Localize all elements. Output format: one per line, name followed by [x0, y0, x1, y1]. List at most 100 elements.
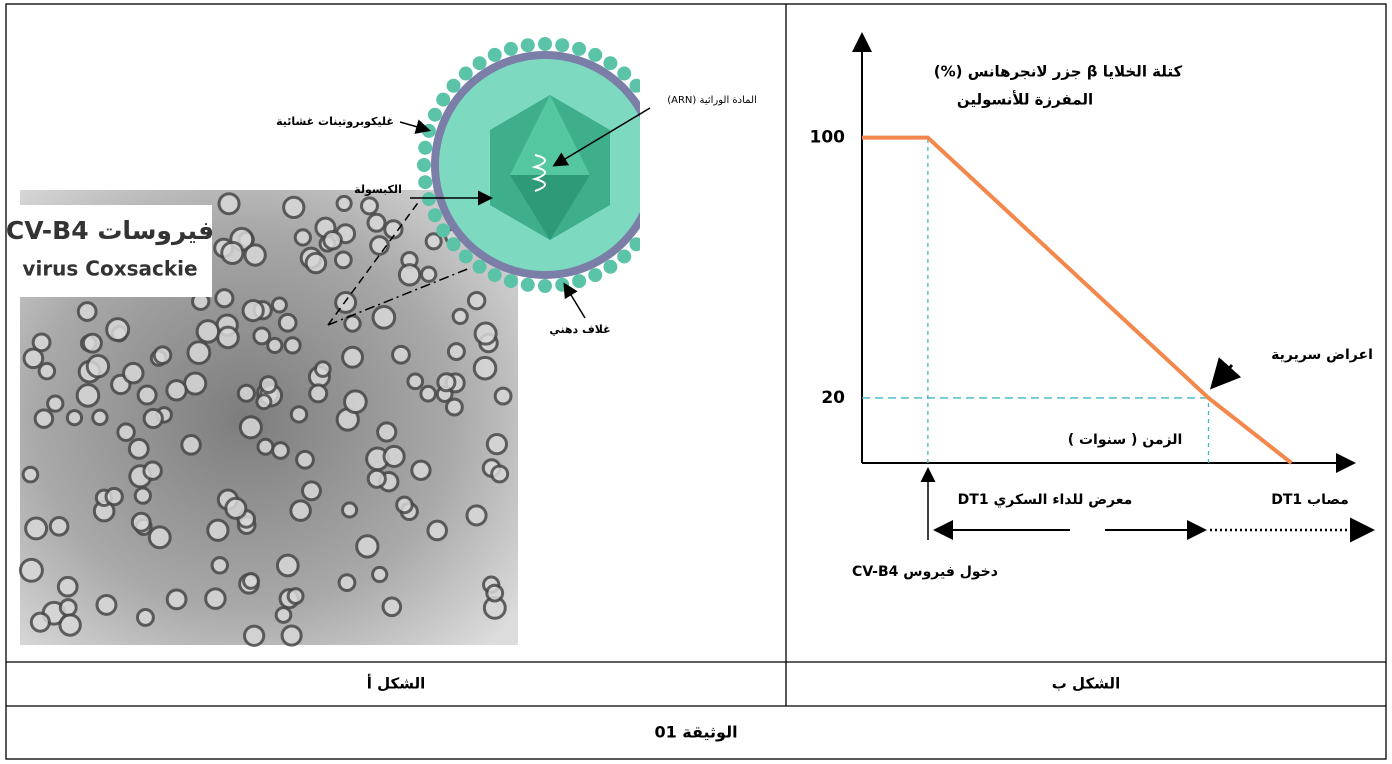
particle — [195, 319, 221, 344]
particle — [485, 433, 509, 456]
bead — [421, 192, 436, 207]
particle — [18, 557, 44, 583]
bead — [458, 249, 473, 264]
particle — [293, 228, 312, 247]
particle — [424, 232, 443, 251]
bead — [648, 108, 662, 122]
particle — [136, 384, 158, 406]
bead — [421, 123, 436, 138]
particle — [289, 405, 309, 424]
bead — [658, 141, 672, 155]
particle — [81, 332, 103, 354]
bead — [555, 38, 570, 53]
particle — [473, 321, 498, 346]
particle — [65, 409, 84, 427]
particle — [255, 393, 273, 411]
bead — [572, 41, 587, 56]
phase-ill: مصاب DT1 — [1271, 492, 1349, 508]
x-axis-label: الزمن ( سنوات ) — [1068, 432, 1183, 448]
virus-diagram — [417, 37, 673, 293]
bead — [588, 47, 603, 62]
particle — [135, 607, 155, 627]
particle — [85, 354, 111, 379]
bead — [446, 78, 461, 93]
caption: الشكل أ — [367, 674, 426, 693]
label-capsid: الكبسولة — [354, 183, 402, 196]
particle — [337, 573, 357, 593]
particle — [304, 251, 328, 275]
particle — [46, 394, 65, 413]
particle — [366, 468, 387, 489]
label-glycoproteins: غليكوبروتينات غشائية — [276, 115, 394, 128]
title-box — [12, 205, 212, 297]
annotation-arrow — [1209, 357, 1242, 390]
particle — [406, 372, 425, 391]
y-axis-label: كتلة الخلايا β جزر لانجرهانس (%) — [934, 63, 1183, 81]
particle — [91, 408, 109, 427]
virus-subtitle: virus Coxsackie — [22, 257, 197, 281]
particle — [242, 624, 266, 647]
bead — [639, 228, 640, 233]
bead — [617, 249, 632, 264]
particle — [341, 345, 365, 369]
particle — [283, 336, 302, 355]
particle — [238, 415, 263, 440]
annotation: اعراض سريرية — [1271, 347, 1373, 363]
particle — [206, 518, 230, 542]
particle — [142, 407, 164, 430]
particle — [436, 372, 457, 393]
particle — [446, 342, 466, 362]
bead — [588, 268, 603, 283]
particle — [236, 383, 256, 403]
particle — [142, 460, 163, 481]
particle — [133, 486, 152, 505]
particle — [241, 298, 265, 323]
particle — [308, 383, 329, 404]
particle — [95, 593, 118, 616]
bead — [603, 56, 618, 71]
particle — [76, 301, 98, 322]
bead — [629, 78, 640, 93]
particle — [333, 250, 353, 270]
particle — [334, 290, 358, 314]
table-frame — [5, 3, 1387, 760]
particle — [152, 345, 173, 365]
particle — [58, 613, 82, 637]
bead — [458, 66, 473, 81]
particle — [242, 571, 260, 590]
bead — [639, 97, 640, 102]
particle — [274, 606, 293, 624]
particle — [366, 212, 387, 233]
label-genetic-material: المادة الوراثية (ARN) — [667, 95, 757, 106]
bead — [427, 107, 442, 122]
particle — [31, 332, 52, 353]
particle — [383, 219, 404, 240]
particle — [295, 449, 315, 470]
phase-exposed: معرض للداء السكري DT1 — [958, 492, 1133, 509]
particle — [381, 596, 403, 618]
particle — [165, 379, 188, 402]
particle — [485, 583, 505, 603]
particle — [301, 480, 322, 502]
particle — [426, 519, 448, 542]
particle — [322, 229, 343, 251]
particle — [444, 397, 464, 417]
bead — [654, 124, 668, 138]
bead — [659, 158, 673, 172]
particle — [275, 553, 300, 578]
particle — [395, 495, 414, 515]
particle — [371, 305, 397, 330]
particle — [216, 325, 240, 350]
caption: الشكل ب — [1052, 675, 1120, 693]
particle — [33, 408, 55, 429]
bead — [629, 237, 640, 252]
particle — [490, 464, 510, 484]
bead — [487, 47, 502, 62]
particle — [376, 421, 398, 443]
particle — [465, 504, 488, 527]
label-envelope: غلاف دهني — [549, 323, 610, 336]
particle — [266, 336, 284, 355]
curve — [862, 135, 1293, 465]
